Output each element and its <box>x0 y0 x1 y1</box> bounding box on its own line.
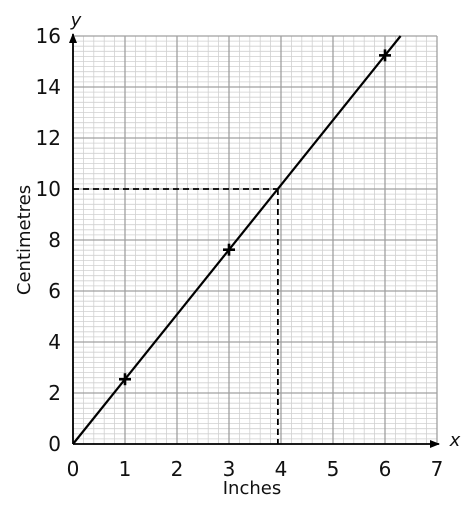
x-tick-label: 1 <box>119 457 132 481</box>
x-tick-label: 2 <box>171 457 184 481</box>
x-axis-letter: x <box>449 430 461 451</box>
y-tick-label: 16 <box>36 24 61 48</box>
data-point-marker <box>119 373 131 386</box>
y-tick-label: 0 <box>48 432 61 456</box>
y-axis-letter: y <box>70 10 82 31</box>
reference-lines <box>73 188 279 444</box>
y-tick-labels: 0 2 4 6 8 10 12 14 16 <box>36 24 61 456</box>
axes <box>69 33 440 448</box>
x-axis-title: Inches <box>223 478 281 499</box>
series-layer <box>72 35 402 445</box>
y-tick-label: 10 <box>36 177 61 201</box>
x-tick-label: 6 <box>379 457 392 481</box>
data-point-marker <box>223 243 235 256</box>
data-point-marker <box>379 49 391 62</box>
x-tick-label: 0 <box>67 457 80 481</box>
x-tick-labels: 0 1 2 3 4 5 6 7 <box>67 457 444 481</box>
y-tick-label: 8 <box>48 228 61 252</box>
y-tick-label: 12 <box>36 126 61 150</box>
x-tick-label: 7 <box>431 457 444 481</box>
y-tick-label: 6 <box>48 279 61 303</box>
series-line <box>72 35 402 445</box>
y-tick-label: 4 <box>48 330 61 354</box>
y-tick-label: 2 <box>48 381 61 405</box>
y-axis-title: Centimetres <box>14 185 35 295</box>
x-tick-label: 4 <box>275 457 288 481</box>
y-tick-label: 14 <box>36 75 61 99</box>
x-tick-label: 5 <box>327 457 340 481</box>
x-tick-label: 3 <box>223 457 236 481</box>
